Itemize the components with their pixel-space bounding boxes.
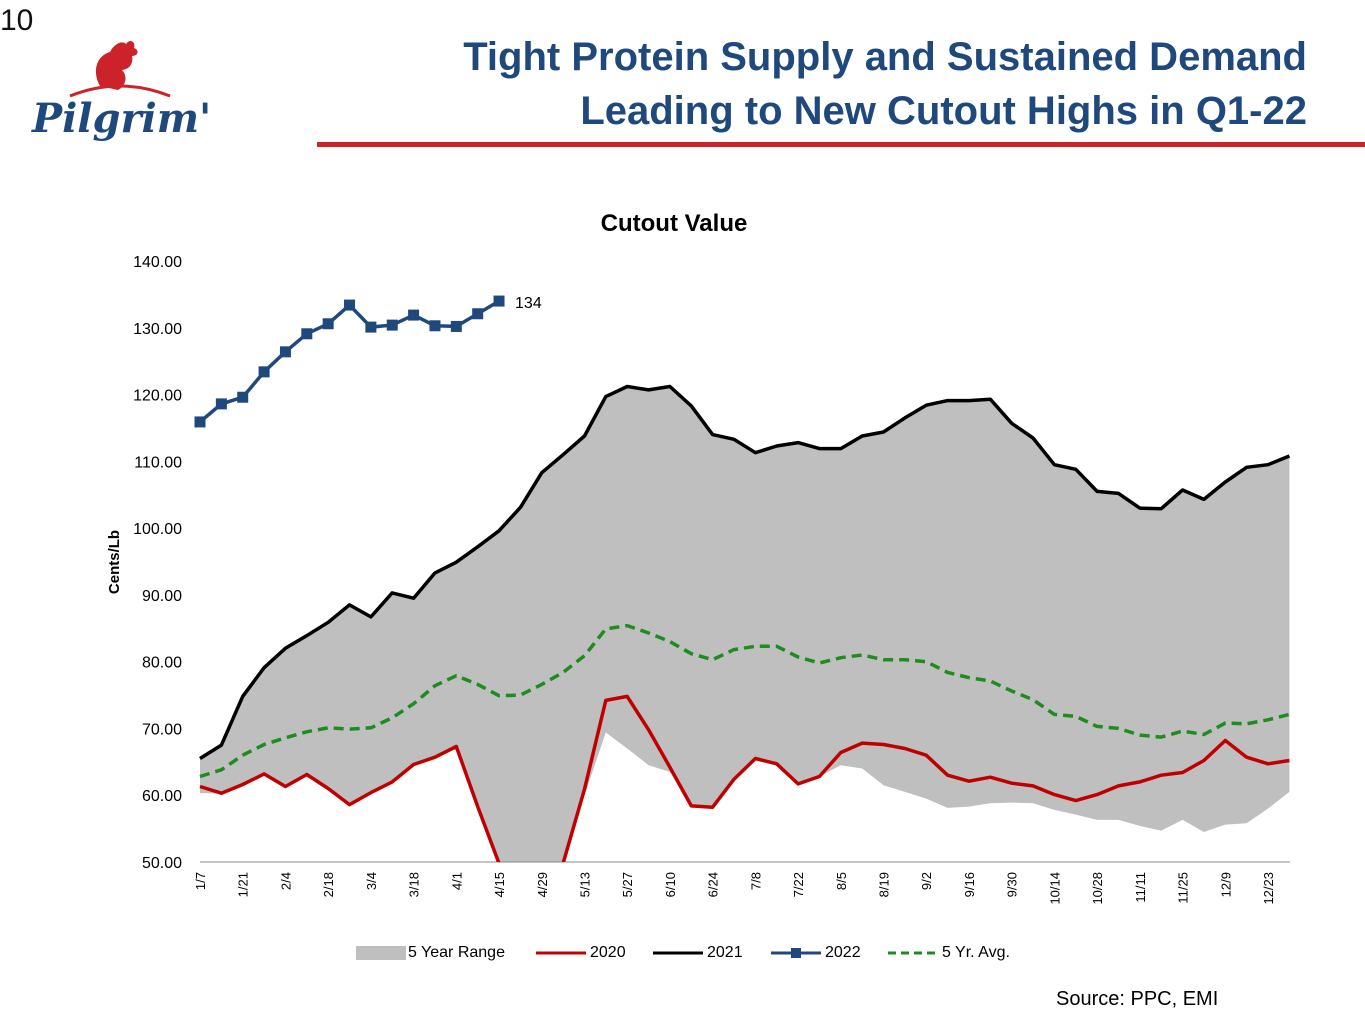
legend-swatch-range <box>356 946 406 960</box>
title-line-1: Tight Protein Supply and Sustained Deman… <box>463 35 1307 79</box>
y-tick-label: 110.00 <box>134 454 182 471</box>
series-marker-2022 <box>429 320 441 332</box>
y-tick-label: 80.00 <box>142 655 182 672</box>
x-tick-label: 12/23 <box>1261 872 1276 905</box>
series-marker-2022 <box>472 308 484 320</box>
x-tick-label: 7/22 <box>791 872 806 897</box>
legend-swatch-2022 <box>771 948 821 958</box>
x-tick-label: 8/5 <box>834 872 849 890</box>
legend-item-2021: 2021 <box>653 940 743 966</box>
y-tick-label: 70.00 <box>142 721 182 738</box>
y-tick-label: 60.00 <box>142 788 182 805</box>
title-rule <box>317 142 1365 147</box>
x-tick-label: 11/25 <box>1176 872 1191 904</box>
series-marker-2022 <box>301 328 313 340</box>
x-tick-label: 10/28 <box>1090 872 1105 905</box>
page-number: 10 <box>0 4 34 37</box>
legend-item-2022: 2022 <box>771 940 861 966</box>
x-tick-label: 1/7 <box>193 872 208 890</box>
series-marker-2022 <box>386 319 398 331</box>
x-tick-label: 6/10 <box>663 872 678 897</box>
cutout-value-chart: 50.00 60.00 70.00 80.00 90.00 100.00 110.00 120… <box>106 254 1291 905</box>
series-marker-2022 <box>344 299 356 311</box>
pilgrims-logo: Pilgrim's <box>31 41 210 142</box>
series-marker-2022 <box>215 398 227 410</box>
series-marker-2022 <box>450 320 462 332</box>
y-tick-label: 140.00 <box>133 254 182 271</box>
data-label-2022: 134 <box>515 295 542 312</box>
legend-label-range: 5 Year Range <box>408 944 505 961</box>
x-tick-label: 9/2 <box>919 872 934 890</box>
legend-item-5yr-avg: 5 Yr. Avg. <box>888 940 1010 966</box>
y-tick-label: 50.00 <box>142 855 182 872</box>
chart-title: Cutout Value <box>600 210 748 237</box>
series-line-5-yr-avg- <box>199 623 1290 779</box>
series-marker-2022 <box>365 321 377 333</box>
series-marker-2022 <box>279 346 291 358</box>
y-tick-label: 90.00 <box>142 588 182 605</box>
series-marker-2022 <box>194 416 206 428</box>
chart-legend: 5 Year Range 2020 2021 2022 5 Yr. Avg. <box>356 940 1056 966</box>
x-tick-label: 4/29 <box>535 872 550 897</box>
x-tick-label: 6/24 <box>706 872 721 897</box>
series-marker-2022 <box>408 309 420 321</box>
series-line-2022 <box>198 299 500 424</box>
x-tick-label: 7/8 <box>748 872 763 890</box>
series-marker-2022 <box>237 391 249 403</box>
rooster-icon <box>69 41 171 98</box>
legend-swatch-2021 <box>653 951 703 955</box>
x-tick-label: 2/18 <box>321 872 336 897</box>
source-note: Source: PPC, EMI <box>1056 988 1219 1010</box>
y-tick-label: 120.00 <box>133 388 182 405</box>
legend-label-2020: 2020 <box>590 944 626 961</box>
x-tick-label: 4/1 <box>449 872 464 890</box>
y-tick-label: 100.00 <box>133 521 182 538</box>
x-tick-label: 8/19 <box>877 872 892 897</box>
x-tick-label: 11/11 <box>1133 872 1148 903</box>
x-tick-label: 3/18 <box>407 872 422 897</box>
x-tick-label: 9/16 <box>962 872 977 897</box>
y-axis-label: Cents/Lb <box>106 530 123 594</box>
range-area <box>200 386 1290 862</box>
title-line-2: Leading to New Cutout Highs in Q1-22 <box>580 89 1307 133</box>
legend-swatch-2020 <box>536 951 586 955</box>
x-tick-label: 5/27 <box>620 872 635 897</box>
series-marker-2022 <box>258 366 270 378</box>
legend-item-2020: 2020 <box>536 940 626 966</box>
logo-wordmark: Pilgrim's <box>31 95 210 142</box>
x-tick-label: 9/30 <box>1005 872 1020 897</box>
legend-item-range: 5 Year Range <box>356 940 505 966</box>
legend-swatch-5yr-avg <box>888 951 938 955</box>
y-tick-label: 130.00 <box>133 321 182 338</box>
legend-label-5yr-avg: 5 Yr. Avg. <box>942 944 1010 961</box>
series-marker-2022 <box>322 318 334 330</box>
legend-label-2022: 2022 <box>825 944 861 961</box>
x-tick-label: 4/15 <box>492 872 507 897</box>
x-tick-label: 2/4 <box>278 872 293 890</box>
x-tick-label: 3/4 <box>364 872 379 890</box>
series-line-2021 <box>199 384 1291 760</box>
legend-label-2021: 2021 <box>707 944 743 961</box>
x-tick-label: 1/21 <box>236 872 251 897</box>
series-marker-2022 <box>493 295 505 307</box>
slide-title: Tight Protein Supply and Sustained Deman… <box>407 30 1307 138</box>
x-tick-label: 5/13 <box>577 872 592 897</box>
series-line-2020 <box>199 694 1290 862</box>
x-tick-label: 12/9 <box>1218 872 1233 897</box>
x-tick-label: 10/14 <box>1047 872 1062 905</box>
